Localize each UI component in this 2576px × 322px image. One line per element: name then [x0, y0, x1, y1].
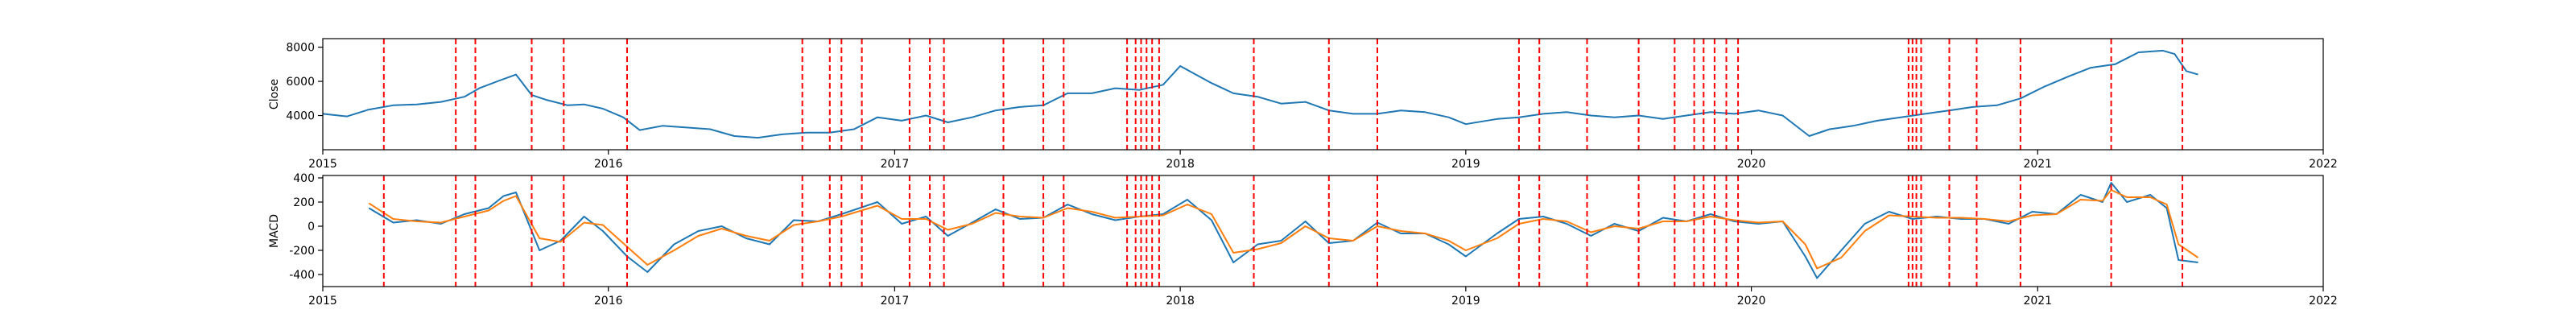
y-tick-label: 0	[308, 221, 315, 233]
chart-panel-2: 2015 2016 2017 2018 2019 2020 2021 2022 -400 -200…	[268, 172, 2338, 308]
x-tick-label: 2020	[1737, 158, 1766, 171]
x-tick-label: 2018	[1166, 295, 1195, 308]
x-tick-label: 2019	[1451, 295, 1480, 308]
x-tick-label: 2016	[594, 295, 623, 308]
y-tick-label: -200	[289, 245, 315, 258]
x-tick-label: 2017	[881, 158, 910, 171]
x-tick-label: 2019	[1451, 158, 1480, 171]
x-tick-label: 2022	[2309, 158, 2338, 171]
chart-panel-1: 2015 2016 2017 2018 2019 2020 2021 2022 4000 6000…	[268, 38, 2338, 171]
x-tick-label: 2015	[308, 158, 337, 171]
y-tick-label: 400	[293, 172, 315, 185]
x-tick-label: 2021	[2023, 158, 2052, 171]
axes-frame	[322, 38, 2324, 151]
series-line-2	[368, 189, 2199, 270]
axes-frame	[322, 175, 2324, 287]
x-tick-label: 2017	[881, 295, 910, 308]
x-tick-label: 2021	[2023, 295, 2052, 308]
x-tick-label: 2018	[1166, 158, 1195, 171]
y-tick-label: 6000	[286, 76, 315, 89]
y-tick-label: 8000	[286, 42, 315, 55]
y-axis-label: MACD	[268, 214, 281, 248]
x-tick-label: 2015	[308, 295, 337, 308]
y-tick-label: 200	[293, 196, 315, 209]
x-tick-label: 2020	[1737, 295, 1766, 308]
x-tick-label: 2022	[2309, 295, 2338, 308]
series-line-1	[323, 49, 2198, 139]
y-tick-label: -400	[289, 269, 315, 282]
x-tick-label: 2016	[594, 158, 623, 171]
y-axis-label: Close	[268, 79, 281, 109]
y-tick-label: 4000	[286, 110, 315, 123]
